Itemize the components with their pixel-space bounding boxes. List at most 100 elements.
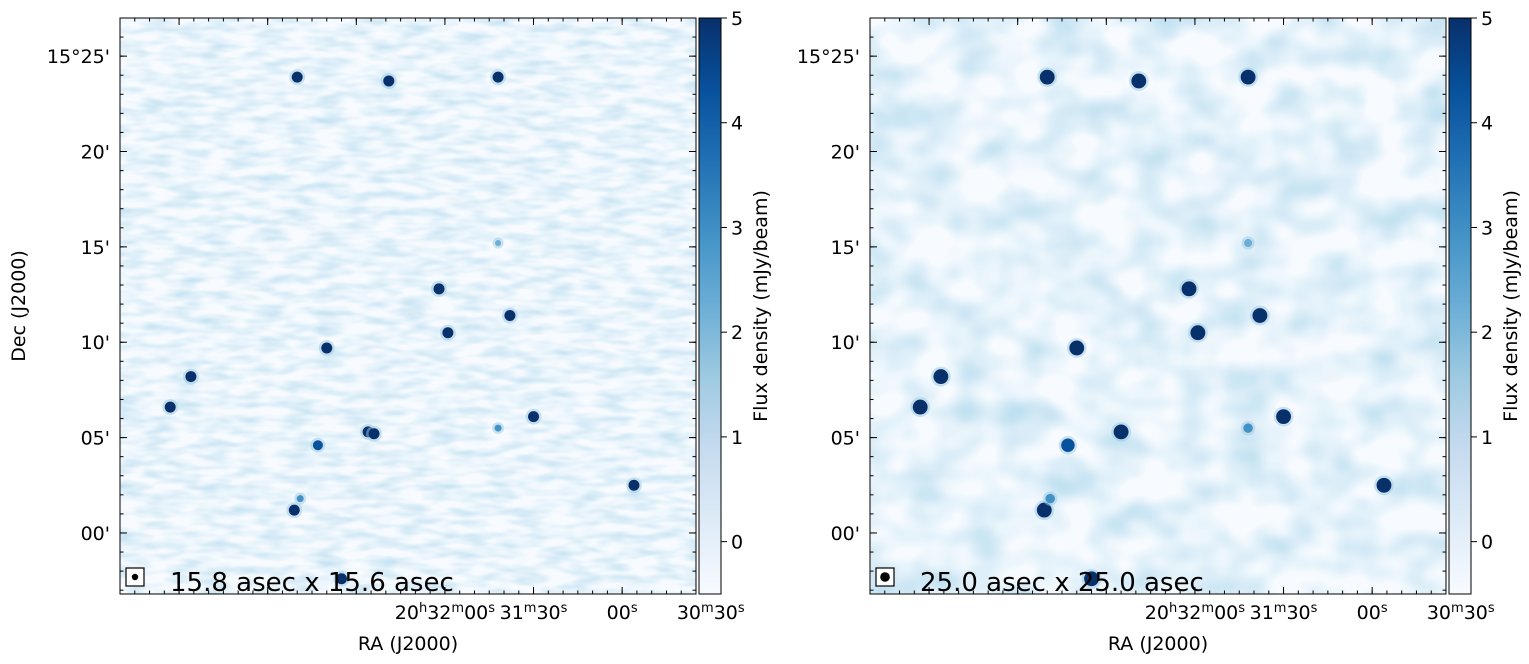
x-tick-label-1: 31m30s [500, 601, 568, 625]
source-1 [383, 75, 395, 87]
colorbar-label: Flux density (mJy/beam) [1500, 190, 1522, 422]
x-tick-s-value: 30 [1286, 602, 1310, 624]
colorbar [698, 17, 722, 595]
x-tick-label-3: 30m30s [677, 601, 745, 625]
x-tick-s-value: 30 [1464, 602, 1488, 624]
x-tick-unit: m [524, 601, 537, 616]
y-axis-label: Dec (J2000) [8, 250, 30, 362]
axes-frame [119, 17, 697, 595]
source-6 [504, 310, 516, 322]
x-tick-label-3: 30m30s [1427, 601, 1495, 625]
x-tick-m-value: 30 [1427, 602, 1451, 624]
y-tick-label-3: 10' [81, 332, 110, 354]
y-tick-label-0: 15°25' [47, 46, 110, 68]
source-11 [1276, 409, 1291, 425]
source-10 [1061, 438, 1075, 452]
source-0 [1039, 69, 1055, 85]
x-tick-s-value: 30 [536, 602, 560, 624]
source-4 [1190, 325, 1206, 341]
source-7 [933, 369, 949, 384]
colorbar-tick-label-1: 4 [1481, 113, 1493, 135]
x-tick-unit: m [701, 601, 714, 616]
source-9 [1113, 424, 1129, 440]
x-tick-label-1: 31m30s [1250, 601, 1318, 625]
source-3 [1181, 281, 1197, 297]
y-tick-label-2: 15' [831, 237, 860, 259]
source-1 [1131, 73, 1147, 89]
x-tick-unit: s [1381, 601, 1388, 616]
y-tick-label-5: 00' [831, 523, 860, 545]
x-tick-m-value: 32 [1177, 602, 1201, 624]
x-tick-unit: h [419, 601, 427, 616]
colorbar-label: Flux density (mJy/beam) [750, 190, 772, 422]
source-3 [433, 283, 445, 295]
x-tick-s-value: 00 [1357, 602, 1381, 624]
source-5 [321, 342, 333, 354]
y-tick-label-1: 20' [831, 142, 860, 164]
colorbar-tick-label-4: 1 [731, 427, 743, 449]
x-tick-s-value: 00 [464, 602, 488, 624]
x-tick-h-value: 20 [395, 602, 419, 624]
source-17 [495, 240, 502, 247]
source-2 [1240, 69, 1256, 85]
source-14 [288, 504, 300, 516]
source-15 [296, 495, 304, 503]
x-tick-m-value: 30 [677, 602, 701, 624]
source-8 [164, 401, 176, 413]
y-tick-label-4: 05' [81, 428, 110, 450]
x-axis-label: RA (J2000) [1108, 633, 1208, 655]
x-tick-unit: m [1274, 601, 1287, 616]
colorbar-tick-label-4: 1 [1481, 427, 1493, 449]
source-14 [1045, 493, 1055, 504]
beam-ellipse [880, 572, 890, 582]
noise-texture [870, 18, 1446, 594]
x-tick-unit: m [1201, 601, 1214, 616]
colorbar-tick-label-3: 2 [1481, 322, 1493, 344]
noise-texture [120, 18, 696, 594]
source-16 [628, 479, 640, 491]
source-10 [368, 428, 380, 440]
source-7 [185, 371, 197, 383]
x-tick-m-value: 31 [1250, 602, 1274, 624]
x-tick-unit: s [1311, 601, 1318, 616]
x-tick-unit: m [451, 601, 464, 616]
source-8 [912, 399, 928, 415]
x-tick-s-value: 30 [714, 602, 738, 624]
y-tick-label-5: 00' [81, 523, 110, 545]
sources [910, 67, 1394, 589]
x-tick-unit: s [488, 601, 495, 616]
source-11 [312, 440, 323, 451]
source-5 [1069, 340, 1085, 356]
colorbar-tick-label-2: 3 [731, 217, 743, 239]
source-2 [492, 71, 504, 83]
source-18 [336, 573, 348, 585]
colorbar [1448, 17, 1472, 595]
sources [162, 69, 642, 587]
source-17 [1084, 571, 1099, 587]
source-0 [291, 71, 303, 83]
source-13 [1036, 502, 1052, 518]
x-tick-s-value: 00 [1214, 602, 1238, 624]
beam-size-label: 15.8 asec x 15.6 asec [170, 568, 454, 598]
colorbar-tick-label-5: 0 [731, 532, 743, 554]
y-tick-label-4: 05' [831, 428, 860, 450]
y-tick-label-3: 10' [831, 332, 860, 354]
x-axis-label: RA (J2000) [358, 633, 458, 655]
x-tick-unit: s [1488, 601, 1495, 616]
colorbar-tick-label-1: 4 [731, 113, 743, 135]
source-16 [1244, 239, 1253, 248]
source-15 [1376, 477, 1392, 493]
source-13 [494, 424, 502, 432]
x-tick-label-0: 20h32m00s [1145, 601, 1245, 625]
x-tick-unit: s [738, 601, 745, 616]
source-12 [528, 411, 540, 423]
x-tick-s-value: 00 [607, 602, 631, 624]
colorbar-tick-label-3: 2 [731, 322, 743, 344]
x-tick-unit: s [561, 601, 568, 616]
beam-size-label: 25.0 asec x 25.0 asec [920, 568, 1204, 598]
colorbar-tick-label-0: 5 [731, 8, 743, 30]
source-6 [1252, 308, 1268, 323]
x-tick-m-value: 31 [500, 602, 524, 624]
x-tick-unit: s [631, 601, 638, 616]
